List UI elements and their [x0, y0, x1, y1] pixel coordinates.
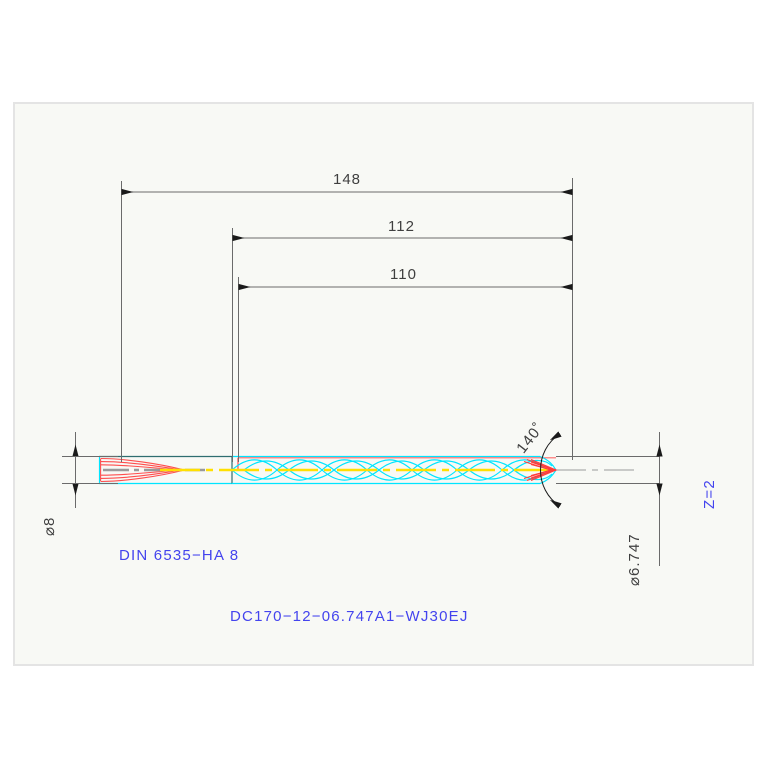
- drill-point-tip: [523, 455, 558, 485]
- flute-helix-lines: [231, 459, 553, 481]
- flute-body-section: [231, 455, 556, 485]
- annotation-shank-standard: DIN 6535−HA 8: [119, 547, 240, 564]
- dimension-label-112: 112: [388, 218, 415, 235]
- shank-section: [98, 455, 233, 485]
- sheet-border: [13, 102, 754, 666]
- dimension-label-148: 148: [333, 171, 362, 188]
- dimension-label-cutting-diameter: ⌀6.747: [626, 533, 643, 586]
- dimension-label-110: 110: [390, 266, 417, 283]
- dimension-label-shank-diameter: ⌀8: [41, 516, 58, 536]
- annotation-order-code: DC170−12−06.747A1−WJ30EJ: [230, 608, 469, 625]
- drill-tool-geometry: [98, 455, 660, 485]
- dimension-shank-diameter: [62, 432, 118, 508]
- dimension-point-angle: [540, 431, 573, 509]
- extension-lines: [121, 178, 573, 462]
- annotation-flute-count: Z=2: [701, 479, 718, 509]
